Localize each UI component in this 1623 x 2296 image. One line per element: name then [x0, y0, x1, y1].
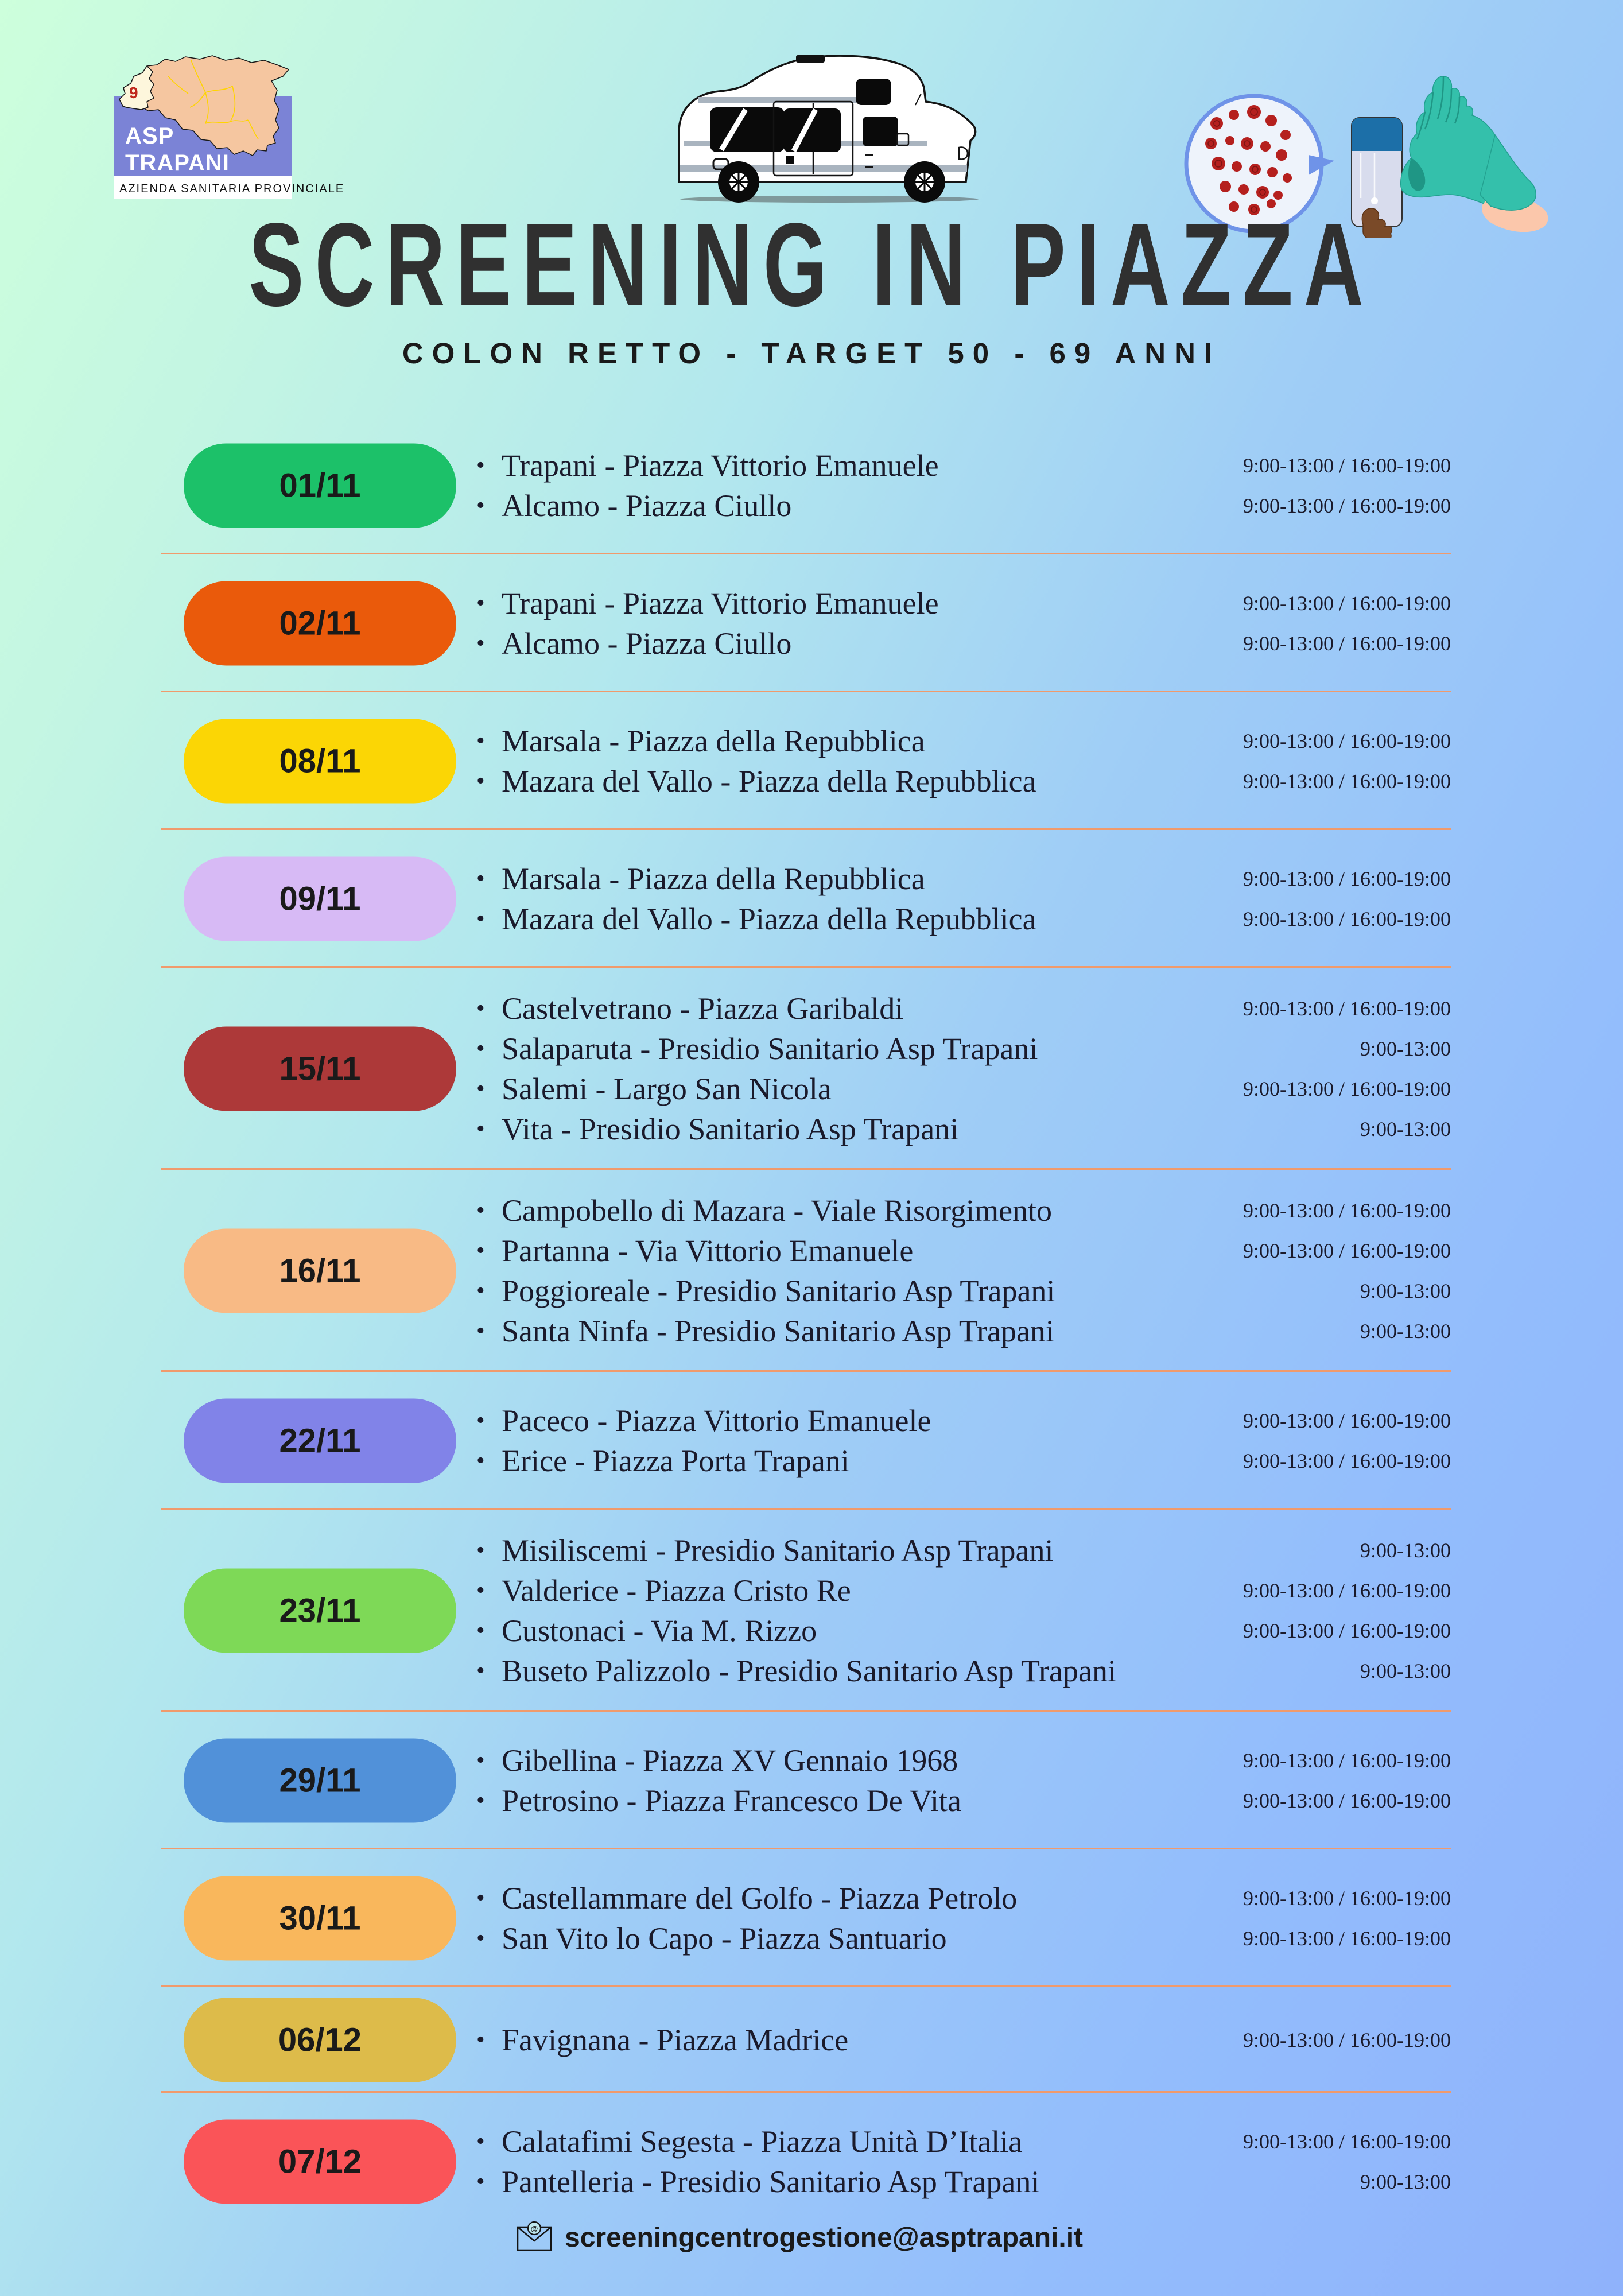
svg-text:9: 9	[129, 84, 138, 102]
svg-text:@: @	[531, 2224, 538, 2233]
svg-text:AZIENDA SANITARIA PROVINCIALE: AZIENDA SANITARIA PROVINCIALE	[119, 183, 344, 195]
svg-text:TRAPANI: TRAPANI	[125, 150, 230, 176]
svg-text:ASP: ASP	[125, 123, 174, 149]
